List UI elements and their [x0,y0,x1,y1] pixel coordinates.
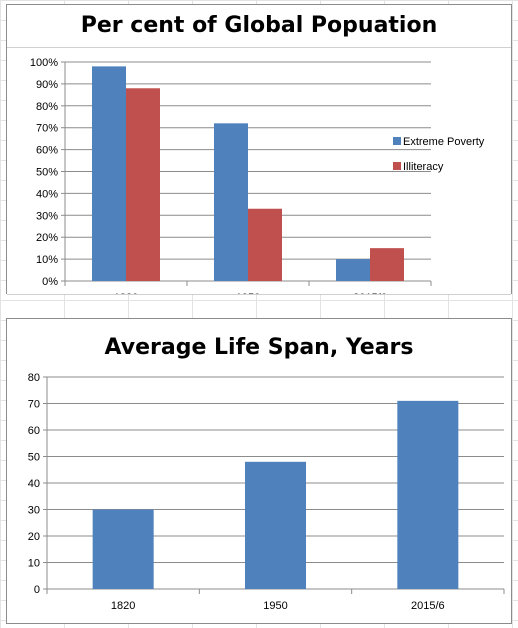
y-tick-label: 0 [34,584,40,596]
y-tick-label: 100% [30,57,58,69]
y-tick-label: 90% [36,79,58,91]
y-tick-label: 80% [36,101,58,113]
y-tick-label: 40% [36,188,58,200]
bar [92,509,154,589]
x-tick-label: 2015/6 [411,600,445,612]
y-tick-label: 70% [36,123,58,135]
legend-label: Extreme Poverty [403,136,485,148]
x-tick-label: 1950 [236,292,260,294]
y-tick-label: 50 [28,452,40,464]
y-tick-label: 0% [42,276,58,288]
x-tick-label: 1950 [263,600,287,612]
legend-swatch [393,162,401,170]
bar [370,248,404,281]
y-tick-label: 30% [36,210,58,222]
y-tick-label: 20 [28,531,40,543]
y-tick-label: 50% [36,167,58,179]
plot-region: 0% 10% 20% 30% 40% 50% 60% 70% 80% 90% 100% 1820 195… [7,47,511,295]
bar [248,208,282,281]
y-tick-label: 10% [36,254,58,266]
y-tick-label: 30 [28,505,40,517]
bar-chart-svg: 0 10 20 30 40 50 60 70 80 1820 1950 2015/6 [28,372,505,612]
legend-label: Illiteracy [403,161,444,173]
y-tick-label: 60% [36,145,58,157]
chart-title: Per cent of Global Popuation [80,13,438,38]
y-tick-label: 10 [28,558,40,570]
x-tick-label: 1820 [114,292,138,294]
bar [336,259,370,281]
legend-swatch [393,137,401,145]
y-tick-label: 70 [28,399,40,411]
bar-chart-svg: 0% 10% 20% 30% 40% 50% 60% 70% 80% 90% 100% 1820 195… [30,57,485,294]
bar [397,400,459,589]
poverty-illiteracy-chart[interactable]: Per cent of Global Popuation 0% 10% 20% 30%… [6,4,512,295]
x-tick-label: 1820 [111,600,135,612]
y-tick-label: 20% [36,232,58,244]
y-tick-label: 60 [28,425,40,437]
bar [245,461,306,589]
y-tick-label: 40 [28,478,40,490]
bar [214,123,248,281]
x-tick-label: 2015/6 [353,292,387,294]
y-tick-label: 80 [28,372,40,384]
chart-title: Average Life Span, Years [104,335,414,360]
bar [126,88,160,281]
bar [92,66,126,281]
life-span-chart[interactable]: Average Life Span, Years 0 10 20 30 40 50 60 70… [6,318,512,624]
